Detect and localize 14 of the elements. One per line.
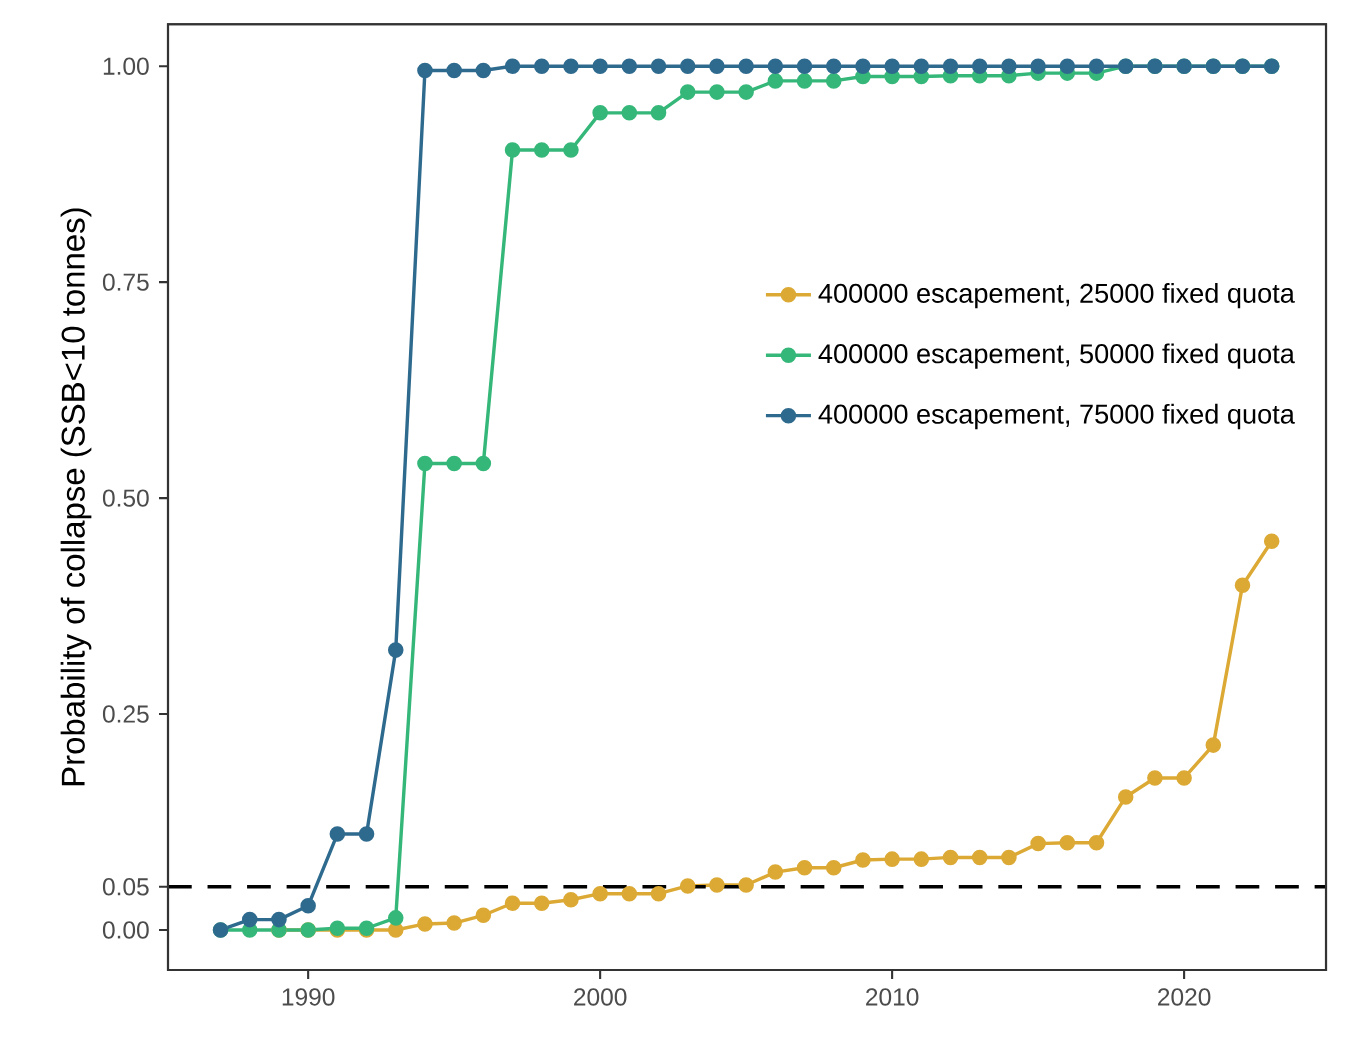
y-tick-label: 1.00 bbox=[103, 57, 149, 75]
y-tick-label: 0.05 bbox=[102, 878, 149, 896]
legend-label: 400000 escapement, 75000 fixed quota bbox=[818, 403, 1295, 430]
x-tick-label: 2010 bbox=[866, 988, 919, 1006]
legend-label: 400000 escapement, 25000 fixed quota bbox=[818, 283, 1295, 309]
x-tick-label: 2000 bbox=[574, 988, 627, 1006]
y-tick-label: 0.25 bbox=[102, 705, 149, 723]
x-tick-label: 1990 bbox=[282, 988, 335, 1006]
y-tick-label: 0.75 bbox=[102, 273, 149, 291]
y-tick-label: 0.50 bbox=[102, 489, 149, 507]
y-axis-title: Probability of collapse (SSB<10 tonnes) bbox=[60, 208, 92, 786]
legend-label: 400000 escapement, 50000 fixed quota bbox=[818, 343, 1295, 369]
y-tick-label: 0.00 bbox=[102, 921, 149, 939]
x-tick-label: 2020 bbox=[1158, 988, 1211, 1006]
